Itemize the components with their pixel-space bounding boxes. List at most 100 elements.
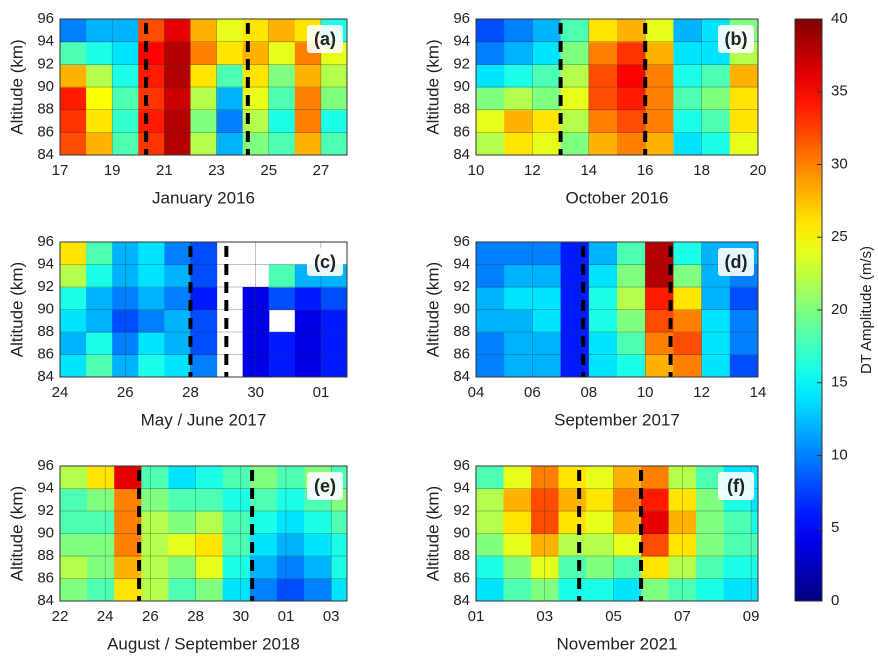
heat-cell — [588, 332, 618, 356]
heat-cell — [86, 87, 113, 111]
heat-cell — [701, 287, 731, 311]
x-tick-label: 10 — [637, 384, 654, 401]
heat-cell — [723, 578, 752, 601]
heat-cell — [112, 287, 139, 311]
heat-cell — [294, 332, 322, 356]
heat-cell — [613, 511, 642, 535]
heat-cell — [60, 332, 87, 356]
heat-cell — [190, 41, 218, 65]
heat-cell — [60, 578, 88, 601]
heat-cell — [164, 287, 192, 311]
y-tick-label: 94 — [453, 479, 470, 496]
panel-label-box — [307, 248, 343, 276]
heat-cell — [532, 354, 562, 377]
heat-cell — [87, 511, 115, 535]
heat-cell — [476, 109, 505, 133]
heat-cell — [532, 242, 562, 266]
x-tick-label: 21 — [156, 162, 173, 179]
heat-cell — [476, 264, 505, 288]
heat-cell — [168, 533, 197, 557]
heat-cell — [60, 466, 88, 490]
heat-cell — [668, 466, 697, 490]
heat-cell — [476, 132, 505, 155]
heat-cell — [112, 109, 139, 133]
heat-cell — [216, 87, 244, 111]
heat-cell — [190, 332, 218, 356]
heat-cell — [504, 41, 533, 65]
heat-cell — [320, 332, 347, 356]
heat-cell — [504, 287, 533, 311]
heat-cell — [304, 533, 332, 557]
heat-cell — [751, 556, 758, 580]
heat-cell — [190, 242, 218, 266]
x-axis-label: August / September 2018 — [107, 634, 300, 653]
heat-cell — [729, 132, 758, 155]
heat-cell — [588, 132, 618, 155]
y-tick-label: 84 — [37, 368, 54, 385]
heat-cell — [668, 488, 697, 512]
heat-cell — [141, 511, 170, 535]
heat-cell — [138, 354, 165, 377]
heat-cell — [168, 488, 197, 512]
heat-cell — [138, 19, 165, 43]
y-tick-label: 88 — [453, 323, 470, 340]
heat-cell — [476, 466, 505, 490]
heat-cell — [613, 488, 642, 512]
heat-cell — [504, 332, 533, 356]
heat-cell — [276, 466, 305, 490]
heat-cell — [729, 87, 758, 111]
y-tick-label: 92 — [37, 502, 54, 519]
heat-cell — [87, 488, 115, 512]
heat-cell — [588, 242, 618, 266]
heat-cell — [114, 466, 142, 490]
x-tick-label: 30 — [232, 608, 249, 625]
heat-cell — [503, 511, 532, 535]
y-axis-label: Altitude (km) — [7, 39, 26, 134]
plot-area — [60, 242, 347, 377]
heat-cell — [645, 332, 674, 356]
heat-cell — [112, 87, 139, 111]
heat-cell — [114, 511, 142, 535]
heat-cell — [617, 19, 646, 43]
colorbar-tick-label: 0 — [831, 592, 839, 609]
heat-cell — [114, 488, 142, 512]
heat-cell — [645, 109, 674, 133]
heat-cell — [222, 578, 251, 601]
x-tick-label: 24 — [97, 608, 114, 625]
heat-cell — [87, 578, 115, 601]
heat-cell — [216, 41, 244, 65]
heat-cell — [504, 354, 533, 377]
heat-cell — [588, 264, 618, 288]
heat-cell — [268, 332, 296, 356]
heat-cell — [504, 264, 533, 288]
x-tick-label: 18 — [693, 162, 710, 179]
heat-cell — [729, 64, 758, 88]
heat-cell — [304, 511, 332, 535]
heat-cell — [558, 488, 587, 512]
heat-cell — [268, 19, 296, 43]
heat-cell — [60, 87, 87, 111]
heat-cell — [531, 556, 560, 580]
heat-cell — [112, 309, 139, 333]
heat-cell — [673, 19, 703, 43]
heat-cell — [60, 41, 87, 65]
heat-cell — [195, 466, 224, 490]
heat-cell — [729, 309, 758, 333]
x-tick-label: 28 — [182, 384, 199, 401]
heat-cell — [190, 132, 218, 155]
heat-cell — [645, 19, 674, 43]
heat-cell — [164, 41, 192, 65]
y-tick-label: 88 — [37, 323, 54, 340]
heat-cell — [331, 578, 347, 601]
plot-frame — [475, 241, 759, 378]
heat-cell — [668, 511, 697, 535]
heat-cell — [190, 309, 218, 333]
panel-label-box — [307, 25, 343, 53]
heat-cell — [268, 41, 296, 65]
heat-cell — [532, 64, 562, 88]
heat-cell — [87, 556, 115, 580]
x-axis-label: January 2016 — [152, 188, 255, 207]
heat-cell — [249, 511, 278, 535]
heat-cell — [86, 19, 113, 43]
heat-cell — [558, 556, 587, 580]
